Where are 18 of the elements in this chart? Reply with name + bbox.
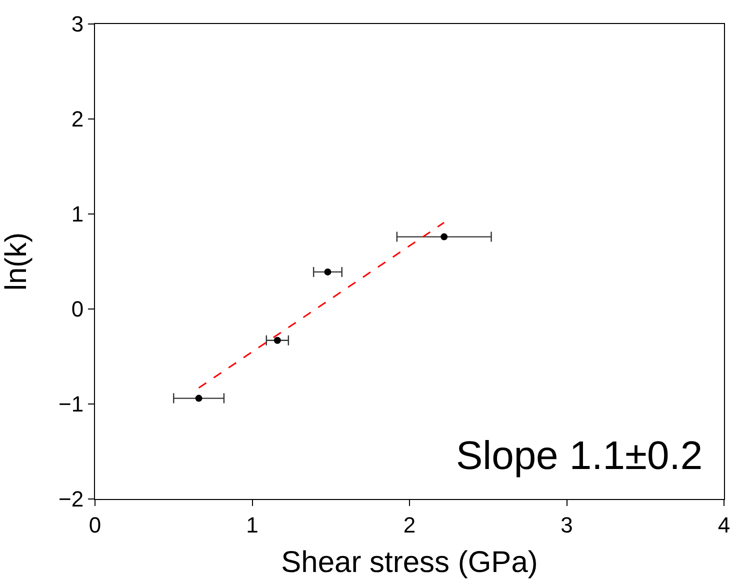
x-tick-label: 3 — [560, 512, 573, 538]
y-tick-label: −2 — [58, 486, 84, 512]
y-axis-title: ln(k) — [0, 232, 33, 291]
y-tick-label: 1 — [71, 202, 84, 227]
y-tick-label: 0 — [71, 296, 84, 322]
x-axis-title: Shear stress (GPa) — [281, 546, 538, 579]
x-tick-label: 0 — [88, 512, 102, 538]
y-tick-label: 2 — [71, 106, 84, 132]
x-tick-label: 1 — [246, 512, 258, 538]
annotation: Slope 1.1±0.2 — [456, 434, 703, 478]
point — [324, 268, 332, 276]
x-tick-label: 4 — [718, 512, 730, 538]
y-tick-label: 3 — [71, 12, 84, 37]
point — [440, 233, 448, 240]
point — [274, 336, 281, 344]
point — [195, 394, 202, 402]
x-tick-label: 2 — [403, 512, 416, 538]
y-tick-label: −1 — [58, 392, 84, 417]
